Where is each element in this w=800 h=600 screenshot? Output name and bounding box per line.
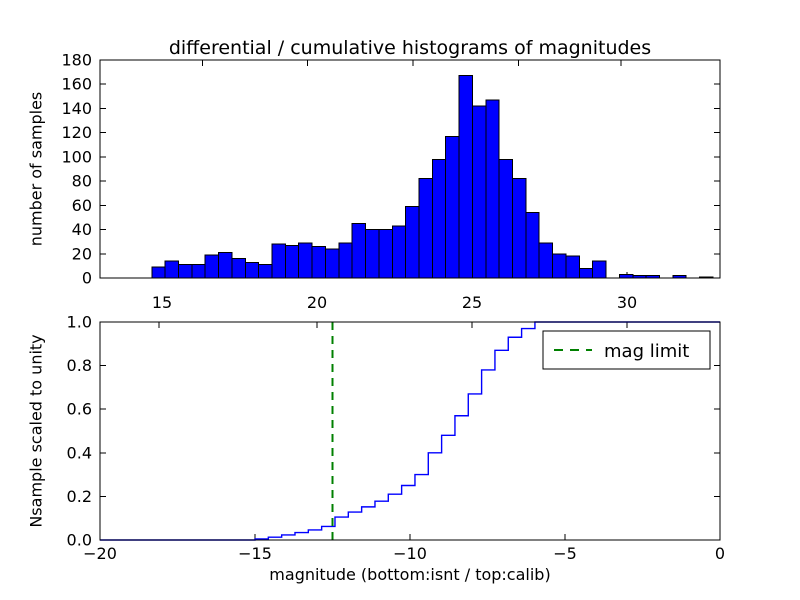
histogram-bar: [445, 135, 460, 279]
histogram-bar: [471, 105, 487, 279]
histogram-bar: [311, 246, 326, 279]
histogram-bar: [298, 242, 313, 279]
top-y-axis-label: number of samples: [26, 91, 46, 247]
histogram-bar: [351, 223, 367, 279]
histogram-bar: [512, 178, 527, 279]
bottom-x-tick-label: −10: [393, 544, 427, 563]
bottom-x-tick-label: 0: [715, 544, 725, 563]
top-y-tick-label: 40: [72, 220, 92, 239]
top-x-tick-label: 20: [307, 293, 327, 312]
top-y-tick-label: 0: [82, 269, 92, 288]
chart-title: differential / cumulative histograms of …: [168, 37, 652, 59]
histogram-bar: [578, 267, 594, 279]
top-y-tick-label: 140: [61, 99, 92, 118]
histogram-bar: [204, 254, 220, 279]
histogram-bar: [405, 206, 420, 279]
top-x-tick-label: 15: [152, 293, 172, 312]
top-y-tick-label: 20: [72, 244, 92, 263]
x-axis-label: magnitude (bottom:isnt / top:calib): [269, 565, 551, 584]
top-y-tick-label: 120: [61, 123, 92, 142]
histogram-bar: [378, 229, 393, 279]
histogram-bar: [618, 273, 634, 279]
histogram-bar: [218, 252, 233, 279]
bottom-y-tick-label: 0.8: [67, 356, 92, 375]
histogram-bar: [538, 242, 554, 279]
histogram-bar: [231, 258, 246, 279]
histogram-bar: [191, 264, 206, 279]
histogram-bar: [458, 75, 473, 279]
histogram-bar: [164, 260, 179, 279]
histogram-bar: [151, 266, 166, 279]
top-y-tick-label: 100: [61, 147, 92, 166]
legend-entry-label: mag limit: [604, 341, 690, 362]
histogram-bar: [431, 158, 447, 279]
bottom-y-tick-label: 1.0: [67, 313, 92, 332]
top-y-tick-label: 180: [61, 51, 92, 70]
bottom-y-tick-label: 0.4: [67, 443, 92, 462]
bottom-y-tick-label: 0.0: [67, 531, 92, 550]
histogram-bar: [498, 158, 514, 279]
histogram-bar: [284, 244, 300, 279]
histogram-bar: [592, 260, 607, 279]
bottom-y-axis-label: Nsample scaled to unity: [26, 334, 46, 528]
histogram-bar: [565, 255, 580, 279]
top-x-tick-label: 25: [462, 293, 482, 312]
bottom-x-tick-label: −15: [238, 544, 272, 563]
axes-spine: [99, 59, 721, 279]
top-y-tick-label: 80: [72, 172, 92, 191]
histogram-bar: [244, 261, 260, 279]
top-y-tick-label: 160: [61, 75, 92, 94]
histogram-bar: [418, 178, 433, 279]
top-x-tick-label: 30: [617, 293, 637, 312]
histogram-bar: [324, 248, 340, 279]
bottom-x-tick-label: −5: [553, 544, 577, 563]
bottom-y-tick-label: 0.6: [67, 400, 92, 419]
histogram-bar: [338, 242, 353, 279]
axes-spine: [99, 321, 721, 541]
histogram-bar: [552, 253, 567, 279]
cumulative-step-line: [100, 321, 720, 541]
histogram-bar: [391, 225, 407, 279]
histogram-bar: [365, 229, 380, 279]
histogram-bar: [525, 212, 540, 279]
histogram-bar: [485, 99, 500, 279]
histogram-bar: [271, 243, 286, 279]
histogram-bar: [177, 264, 193, 279]
histogram-bar: [258, 264, 273, 279]
top-y-tick-label: 60: [72, 196, 92, 215]
bottom-y-tick-label: 0.2: [67, 487, 92, 506]
bottom-x-tick-label: −20: [83, 544, 117, 563]
